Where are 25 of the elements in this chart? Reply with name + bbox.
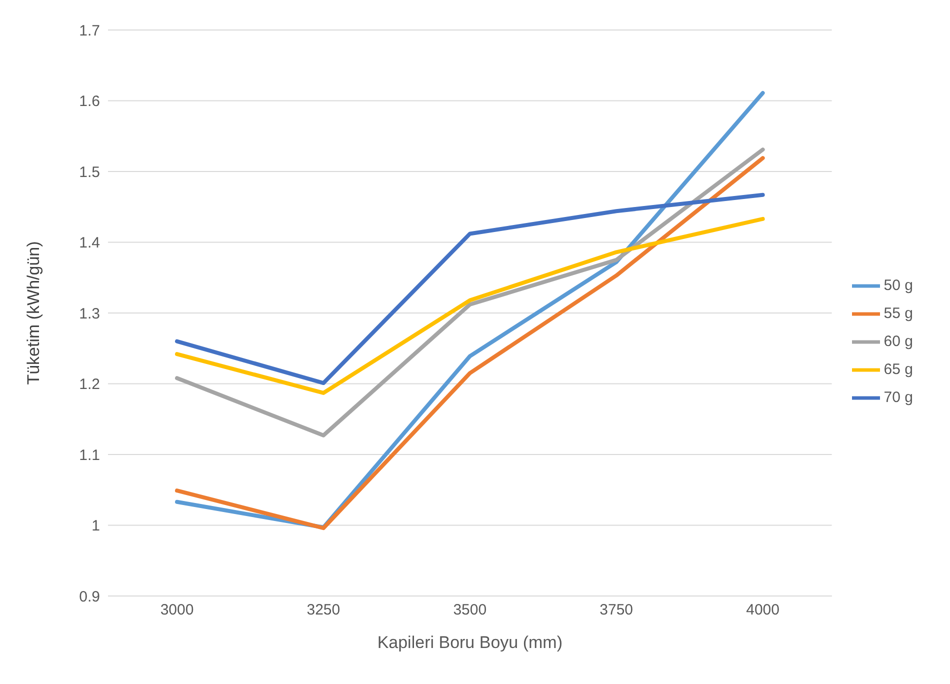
y-axis-title: Tüketim (kWh/gün) [24, 241, 44, 385]
x-tick-label: 3750 [600, 602, 634, 619]
line-series [175, 148, 765, 438]
legend-label: 70 g [884, 388, 913, 406]
x-axis-title: Kapileri Boru Boyu (mm) [377, 633, 562, 652]
y-tick-label: 1.3 [79, 305, 100, 322]
y-tick-label: 0.9 [79, 588, 100, 606]
y-tick-label: 1.7 [79, 22, 100, 40]
y-tick-label: 1.2 [79, 376, 100, 394]
y-tick-label: 1.4 [79, 234, 100, 252]
x-tick-label: 3250 [306, 602, 340, 619]
x-tick-label: 4000 [746, 602, 780, 619]
x-tick-label: 3500 [453, 602, 487, 619]
line-series [175, 216, 765, 395]
x-tick-label: 3000 [160, 602, 194, 619]
y-tick-label: 1.1 [79, 446, 100, 464]
y-tick-label: 1.5 [79, 164, 100, 181]
legend-label: 50 g [884, 276, 913, 294]
line-series [175, 156, 765, 530]
legend-label: 60 g [884, 332, 913, 350]
legend-label: 65 g [884, 360, 913, 378]
legend-label: 55 g [884, 304, 913, 322]
y-tick-label: 1 [92, 518, 100, 535]
line-series [175, 192, 765, 386]
y-tick-label: 1.6 [79, 93, 100, 110]
